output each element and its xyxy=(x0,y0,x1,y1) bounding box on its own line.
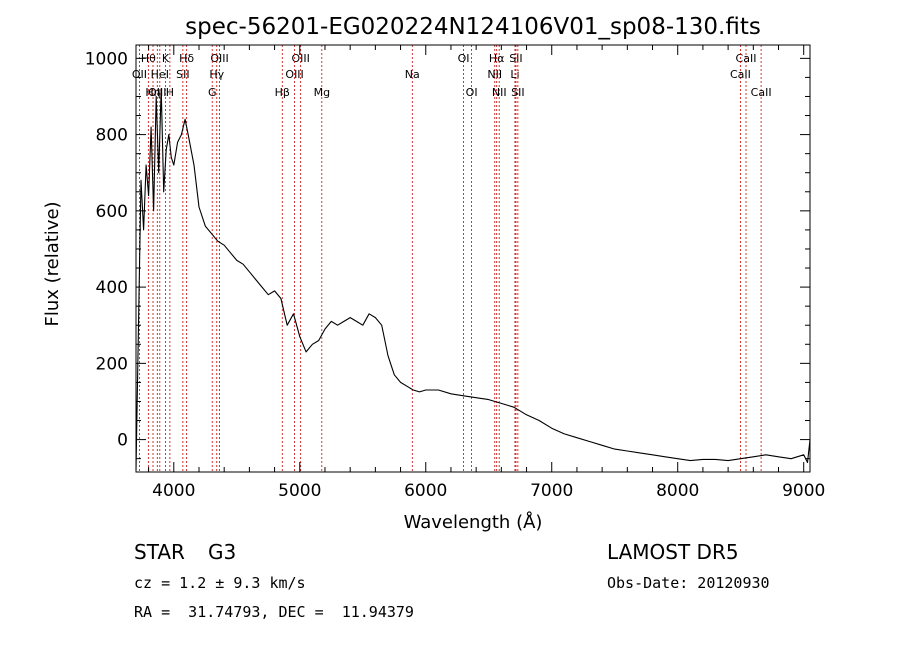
line-label-5: K xyxy=(162,52,170,65)
x-tick-label-0: 4000 xyxy=(152,481,195,501)
line-label-7: Hδ xyxy=(179,52,194,65)
x-tick-label-4: 8000 xyxy=(656,481,699,501)
line-label-26: CaII xyxy=(730,68,751,81)
line-label-2: Hη xyxy=(145,86,160,99)
line-label-13: OIII xyxy=(285,68,303,81)
line-label-23: SII xyxy=(509,52,522,65)
redshift-text: cz = 1.2 ± 9.3 km/s xyxy=(134,574,306,592)
x-tick-label-3: 7000 xyxy=(530,481,573,501)
x-tick-label-2: 6000 xyxy=(404,481,447,501)
line-label-16: Na xyxy=(405,68,420,81)
line-label-15: Mg xyxy=(314,86,330,99)
x-tick-label-5: 9000 xyxy=(782,481,825,501)
line-label-24: SII xyxy=(511,86,524,99)
line-label-19: Hα xyxy=(489,52,505,65)
object-class: STAR xyxy=(134,540,185,564)
line-label-22: Li xyxy=(510,68,519,81)
y-tick-label-5: 1000 xyxy=(85,49,128,69)
line-label-21: NII xyxy=(492,86,507,99)
y-tick-label-4: 800 xyxy=(96,126,128,146)
y-axis-label: Flux (relative) xyxy=(42,201,63,326)
axes: 4000 5000 6000 7000 8000 9000 0 200 400 600 800 100… xyxy=(85,44,825,501)
line-label-17: OI xyxy=(458,52,470,65)
line-label-3: OIII xyxy=(148,86,166,99)
plot-frame xyxy=(135,44,811,473)
line-label-25: CaII xyxy=(736,52,757,65)
survey-name: LAMOST DR5 xyxy=(607,540,739,564)
line-label-8: SII xyxy=(176,68,189,81)
line-label-6: H xyxy=(166,86,174,99)
spectrum-series xyxy=(135,88,811,471)
line-label-0: Hθ xyxy=(141,52,156,65)
line-label-11: G xyxy=(208,86,217,99)
line-label-18: OI xyxy=(466,86,478,99)
line-label-4: HeI xyxy=(151,68,169,81)
y-tick-label-2: 400 xyxy=(96,278,128,298)
line-label-1: OII xyxy=(132,68,147,81)
line-label-9: OIII xyxy=(210,52,228,65)
chart-title: spec-56201-EG020224N124106V01_sp08-130.f… xyxy=(185,14,761,40)
line-label-20: NII xyxy=(487,68,502,81)
y-tick-label-1: 200 xyxy=(96,354,128,374)
y-tick-label-0: 0 xyxy=(117,431,128,451)
line-label-14: Hβ xyxy=(275,86,290,99)
y-tick-label-3: 600 xyxy=(96,202,128,222)
line-label-12: OIII xyxy=(291,52,309,65)
obs-date-text: Obs-Date: 20120930 xyxy=(607,574,770,592)
x-tick-label-1: 5000 xyxy=(278,481,321,501)
line-label-10: Hγ xyxy=(209,68,224,81)
x-axis-label: Wavelength (Å) xyxy=(404,511,543,533)
spectrum-line-0 xyxy=(135,88,811,471)
coordinates-text: RA = 31.74793, DEC = 11.94379 xyxy=(134,603,414,621)
object-subclass: G3 xyxy=(208,540,237,564)
line-label-27: CaII xyxy=(751,86,772,99)
